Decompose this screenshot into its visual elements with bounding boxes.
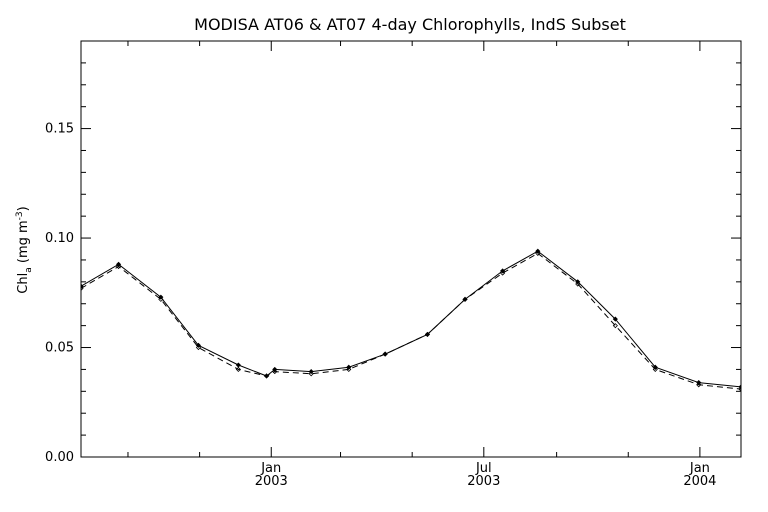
x-tick-year-label: 2003 — [255, 474, 288, 489]
data-point-marker — [346, 366, 352, 372]
data-point-marker — [612, 316, 618, 322]
data-point-marker — [263, 373, 270, 379]
data-point-marker — [575, 281, 581, 287]
x-tick-month-label: Jan — [260, 461, 281, 476]
data-point-marker — [500, 270, 506, 276]
data-point-marker — [81, 285, 84, 291]
data-point-marker — [272, 369, 278, 375]
x-axis-ticks — [127, 41, 701, 457]
data-point-marker — [652, 366, 658, 372]
x-tick-year-label: 2004 — [683, 474, 716, 489]
y-axis-label-units-close: ) — [16, 206, 31, 211]
x-tick-year-label: 2003 — [467, 474, 500, 489]
plot-area-frame — [80, 40, 742, 458]
series-layer — [81, 248, 741, 392]
data-point-marker — [158, 296, 164, 302]
y-tick-label: 0.05 — [45, 341, 74, 356]
data-point-marker — [382, 351, 388, 357]
y-tick-label: 0.00 — [45, 450, 74, 465]
data-point-marker — [696, 382, 702, 388]
y-axis-label-units: (mg m — [16, 220, 31, 267]
data-point-marker — [116, 263, 122, 270]
data-point-marker — [535, 250, 541, 256]
data-point-marker — [738, 386, 741, 392]
data-point-marker — [424, 331, 431, 337]
y-axis-label-main: Chl — [16, 273, 31, 294]
series-line-dashed — [81, 252, 741, 390]
data-point-marker — [235, 362, 241, 368]
data-point-marker — [195, 344, 202, 351]
y-tick-label: 0.10 — [45, 231, 74, 246]
data-point-marker — [235, 366, 241, 372]
svg-text:Chla (mg m-3): Chla (mg m-3) — [15, 206, 34, 293]
y-tick-label: 0.15 — [45, 122, 74, 137]
y-axis-ticks — [81, 62, 741, 458]
x-tick-month-label: Jan — [689, 461, 710, 476]
chart-title: MODISA AT06 & AT07 4-day Chlorophylls, I… — [194, 15, 626, 34]
series-dashed — [81, 250, 741, 392]
data-point-marker — [462, 296, 468, 302]
y-axis-label: Chla (mg m-3) — [15, 206, 34, 293]
y-axis-tick-labels: 0.00 0.05 0.10 0.15 — [45, 122, 74, 465]
y-axis-label-subscript: a — [24, 267, 34, 273]
y-axis-label-units-superscript: -3 — [15, 211, 25, 220]
x-tick-month-label: Jul — [475, 461, 492, 476]
data-point-marker — [612, 323, 618, 329]
data-point-marker — [308, 371, 314, 377]
